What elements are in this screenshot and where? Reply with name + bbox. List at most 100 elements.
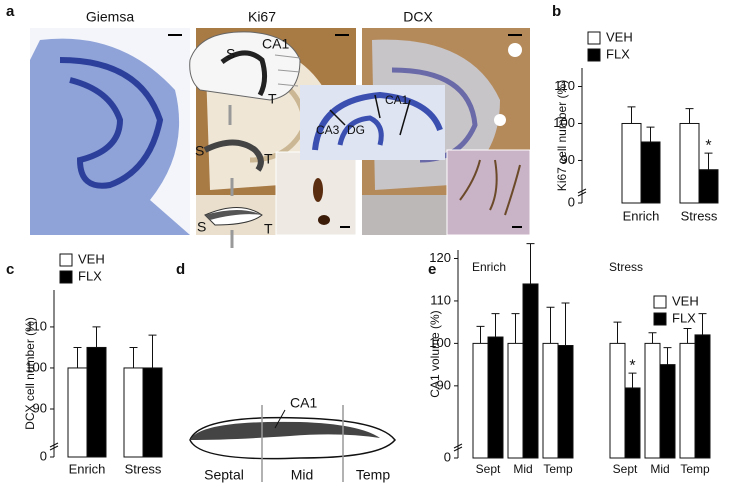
diagram-label: S — [226, 46, 235, 62]
diagram-label: S — [195, 143, 204, 159]
y-tick-label: 110 — [430, 292, 451, 307]
axis-break — [577, 188, 587, 197]
image-giemsa — [30, 28, 190, 236]
diagram-label: T — [264, 151, 273, 167]
y-tick-label: 0 — [40, 448, 47, 463]
y-axis-label: Ki67 cell number (%) — [555, 80, 569, 191]
panel-label: d — [176, 261, 185, 278]
legend-swatch — [59, 253, 73, 267]
bar — [557, 345, 574, 459]
error-bar — [491, 313, 500, 338]
error-bar — [646, 126, 655, 142]
diagram-label: T — [264, 221, 273, 237]
bar — [472, 342, 489, 459]
error-bar — [561, 302, 570, 346]
error-bar — [627, 106, 636, 124]
bar — [640, 141, 661, 204]
error-bar — [613, 321, 622, 344]
x-tick-label: Mid — [513, 462, 532, 476]
error-bar — [628, 372, 637, 388]
y-tick-label: 0 — [444, 449, 451, 464]
bar — [621, 122, 642, 204]
x-tick-label: Mid — [650, 462, 669, 476]
ca1-profile — [189, 405, 396, 482]
y-tick-label: 110 — [554, 78, 575, 93]
bar — [86, 346, 107, 458]
error-bar — [683, 328, 692, 344]
image-title: Giemsa — [86, 9, 134, 25]
bar — [522, 283, 539, 459]
region-label: Temp — [356, 467, 390, 483]
bar — [123, 367, 144, 458]
axis-break — [49, 442, 59, 451]
error-bar — [685, 108, 694, 124]
error-bar — [92, 326, 101, 348]
error-bar — [698, 313, 707, 335]
legend-swatch — [587, 31, 601, 45]
legend-swatch — [587, 48, 601, 62]
y-tick-label: 100 — [553, 115, 575, 130]
region-label: Septal — [204, 467, 244, 483]
bar — [644, 342, 661, 459]
legend-label: FLX — [606, 46, 630, 61]
diagram-label: CA1 — [290, 395, 317, 411]
x-tick-label: Temp — [680, 462, 710, 476]
bar — [624, 387, 641, 459]
error-bar — [129, 346, 138, 368]
y-tick-label: 0 — [568, 194, 575, 209]
x-tick-label: Enrich — [623, 208, 660, 223]
diagram-label: CA1 — [262, 36, 289, 52]
y-tick-label: 100 — [25, 359, 47, 374]
error-bar — [663, 347, 672, 365]
error-bar — [511, 313, 520, 344]
annotation: * — [629, 357, 635, 374]
annotation: * — [705, 137, 711, 154]
y-tick-label: 90 — [33, 400, 47, 415]
y-tick-label: 120 — [429, 250, 451, 265]
y-tick-label: 100 — [429, 335, 451, 350]
error-bar — [476, 325, 485, 344]
x-tick-label: Sept — [613, 462, 638, 476]
error-bar — [648, 332, 657, 344]
bar — [542, 342, 559, 459]
legend-label: FLX — [78, 268, 102, 283]
panel-label: b — [552, 3, 561, 20]
error-bar — [526, 243, 535, 284]
legend-swatch — [653, 312, 667, 326]
bar — [507, 342, 524, 459]
panel-label: e — [428, 261, 436, 278]
inset-label: DG — [347, 123, 365, 137]
axis-break — [453, 443, 463, 452]
bar — [67, 367, 88, 458]
bar — [679, 122, 700, 204]
image-title: DCX — [403, 9, 433, 25]
y-tick-label: 90 — [561, 152, 575, 167]
bar — [609, 342, 626, 459]
error-bar — [704, 152, 713, 170]
inset-image — [300, 85, 445, 160]
error-bar — [148, 334, 157, 368]
bar — [694, 334, 711, 459]
bar — [679, 342, 696, 459]
legend-label: VEH — [672, 293, 699, 308]
error-bar — [73, 346, 82, 368]
x-tick-label: Enrich — [69, 461, 106, 476]
x-tick-label: Temp — [543, 462, 573, 476]
y-axis-label: DCX cell number (%) — [23, 317, 37, 430]
inset-label: CA1 — [385, 93, 409, 107]
legend-label: FLX — [672, 310, 696, 325]
panel-label: c — [6, 261, 14, 278]
bar — [487, 336, 504, 459]
y-axis-label: CA1 volume (%) — [428, 310, 442, 397]
legend-swatch — [653, 295, 667, 309]
x-tick-label: Stress — [125, 461, 162, 476]
x-tick-label: Sept — [476, 462, 501, 476]
x-tick-label: Stress — [681, 208, 718, 223]
inset-label: CA3 — [316, 123, 340, 137]
region-label: Mid — [291, 467, 314, 483]
image-title: Ki67 — [248, 9, 276, 25]
bar — [659, 364, 676, 459]
legend-label: VEH — [606, 29, 633, 44]
error-bar — [546, 306, 555, 344]
